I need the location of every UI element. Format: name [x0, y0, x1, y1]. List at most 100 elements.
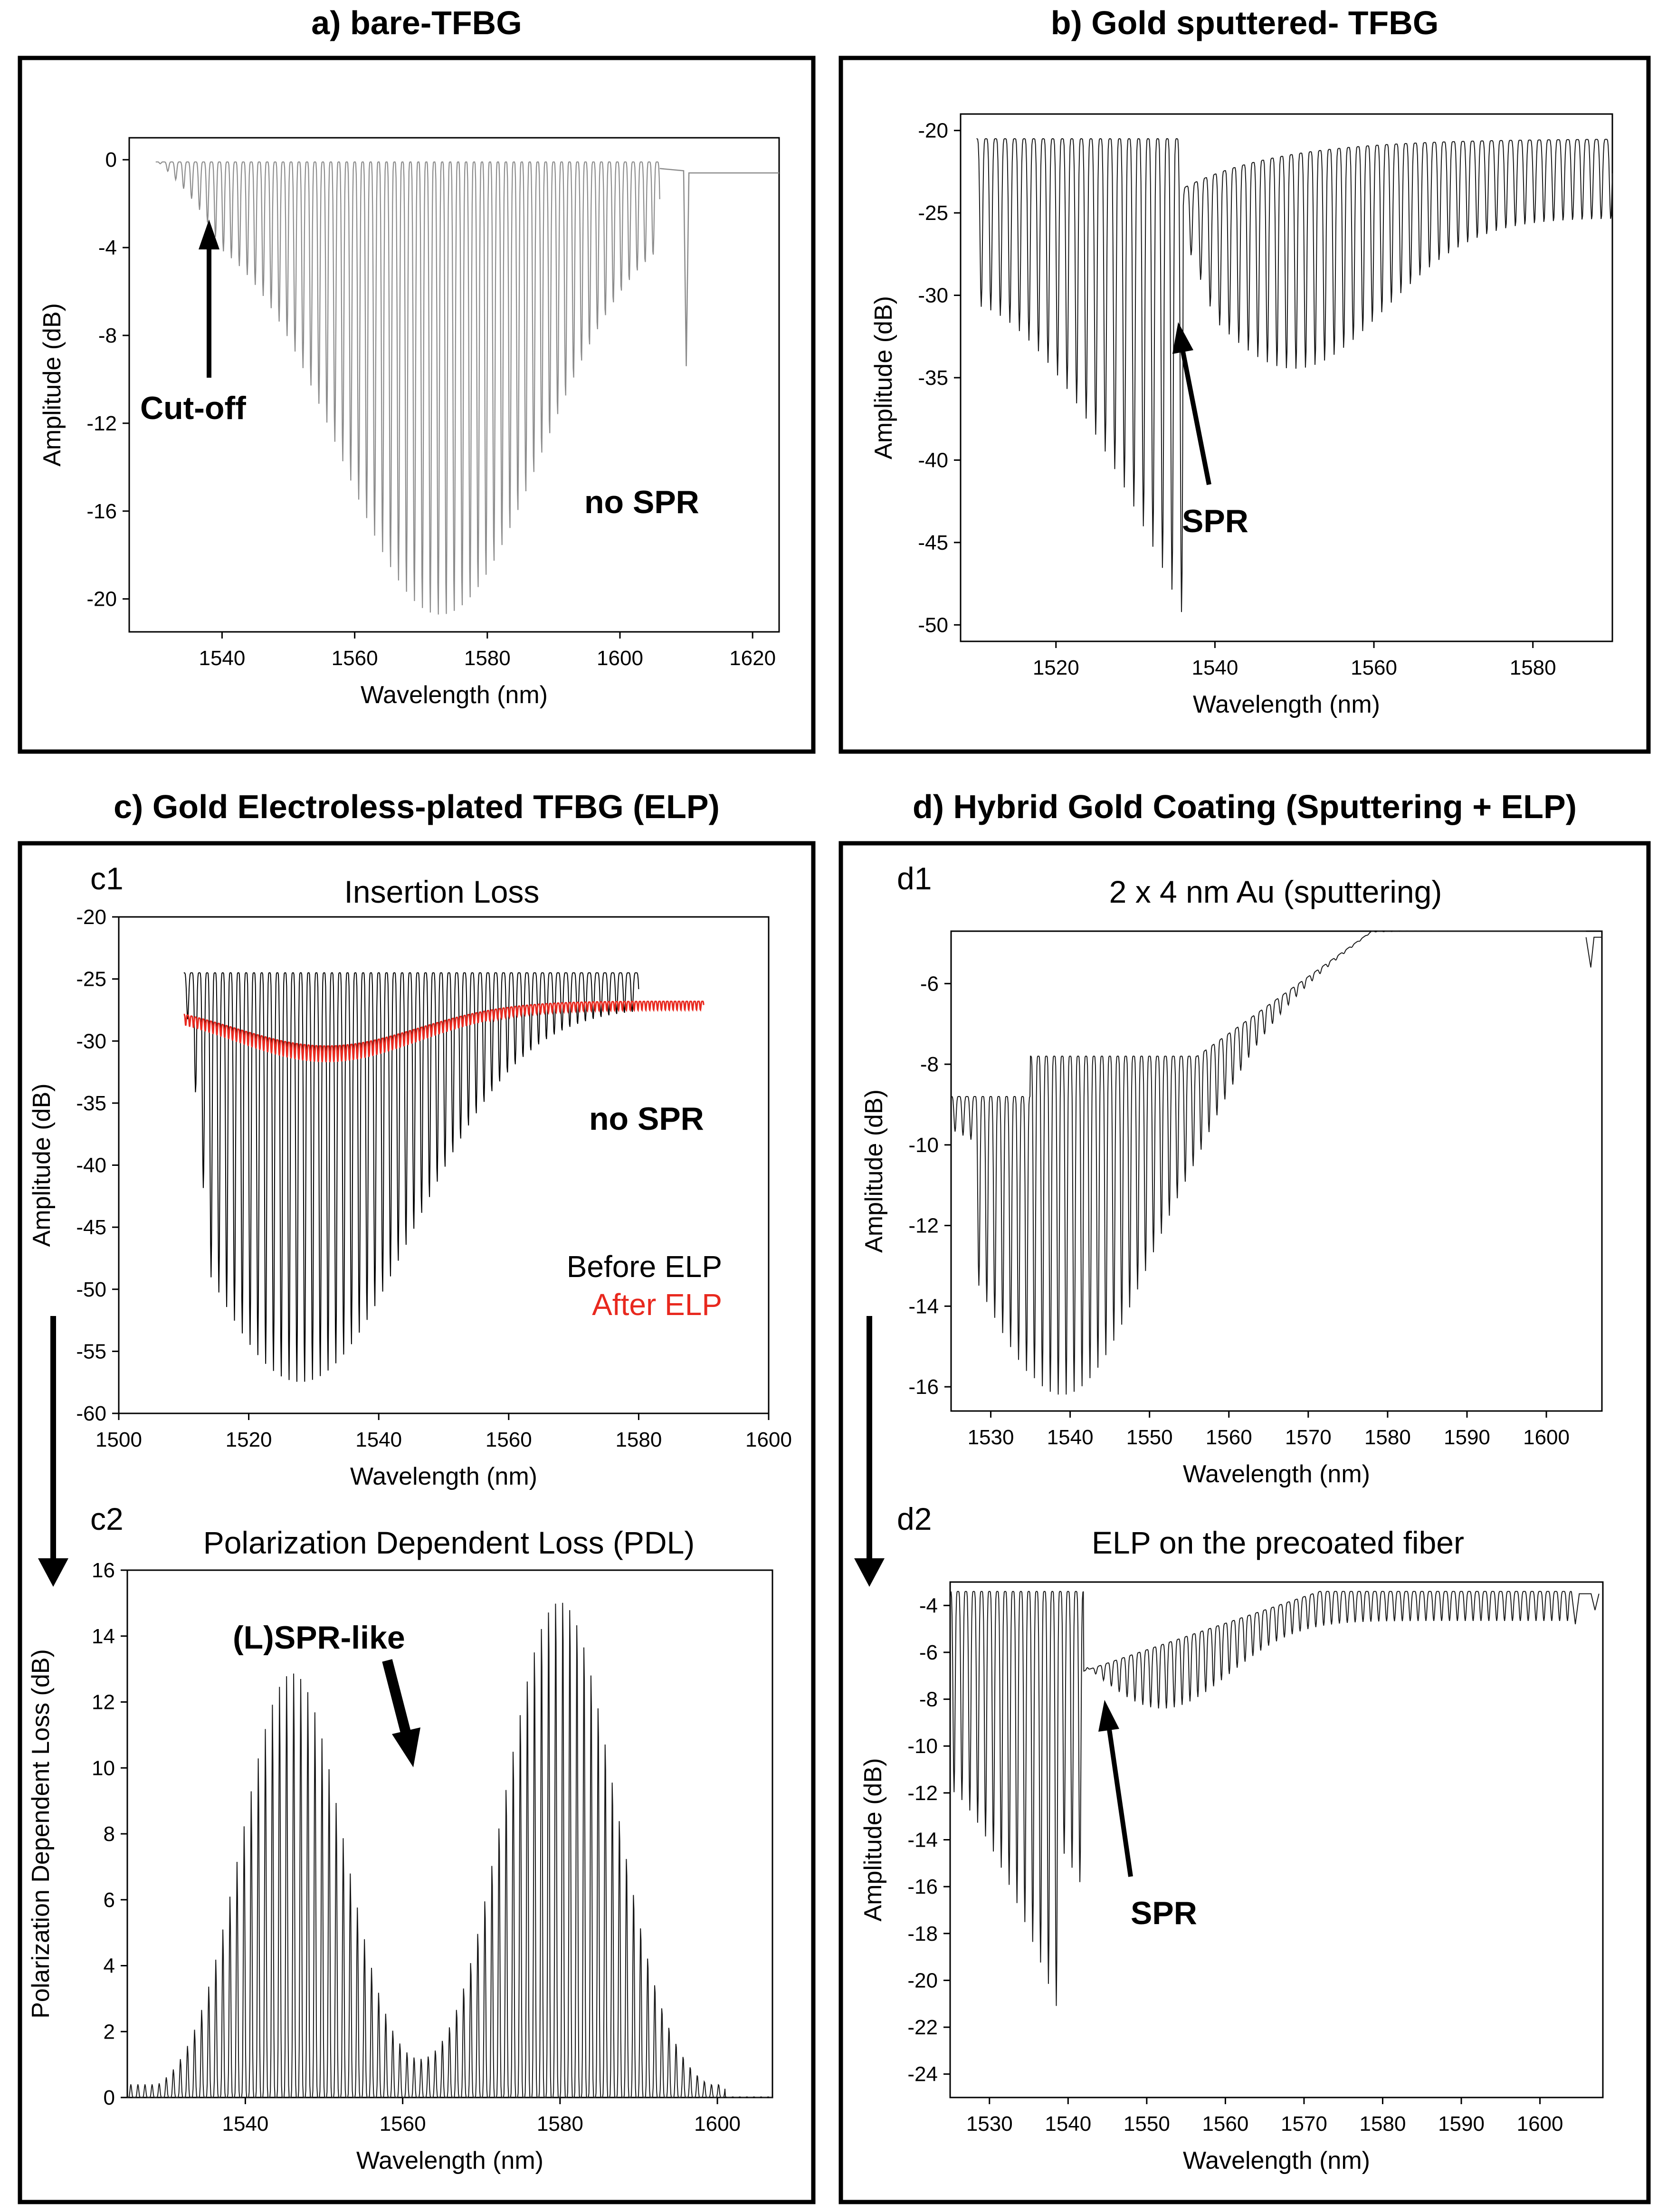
lspr-arrow-c2: [382, 1659, 420, 1767]
chart-d2-ylabel: Amplitude (dB): [859, 1758, 887, 1922]
chart-d2-ytick-label: -14: [907, 1829, 938, 1852]
chart-b-xtick-label: 1580: [1510, 656, 1556, 679]
chart-a-ytick-label: -8: [98, 324, 117, 347]
legend-before-elp: Before ELP: [567, 1249, 722, 1284]
chart-b-ytick-label: -35: [918, 366, 948, 390]
chart-d1-frame: [950, 930, 1603, 1412]
chart-a-frame: [128, 137, 780, 633]
panel-d-title: d) Hybrid Gold Coating (Sputtering + ELP…: [913, 788, 1577, 825]
chart-c1-xtick-label: 1500: [95, 1428, 142, 1451]
chart-d2-xtick-label: 1540: [1045, 2112, 1091, 2136]
legend-after-elp: After ELP: [592, 1287, 722, 1322]
chart-d2-ytick-label: -8: [919, 1688, 938, 1711]
chart-d1-xtick-label: 1560: [1206, 1426, 1252, 1449]
chart-c2-xtick-label: 1600: [694, 2112, 741, 2136]
panel-a-frame: [18, 56, 816, 754]
chart-c1-xtick-label: 1540: [355, 1428, 402, 1451]
chart-b-ylabel: Amplitude (dB): [870, 296, 897, 459]
chart-d2-xtick-label: 1570: [1281, 2112, 1327, 2136]
chart-d2-frame: [949, 1581, 1604, 2098]
chart-c1-xtick-label: 1520: [226, 1428, 272, 1451]
chart-d2-ytick-label: -18: [907, 1922, 938, 1945]
chart-a-xtick-label: 1600: [597, 647, 643, 670]
panel-c-title: c) Gold Electroless-plated TFBG (ELP): [114, 788, 720, 825]
spr-label-b: SPR: [1182, 503, 1248, 539]
chart-d1-ytick-label: -8: [920, 1053, 939, 1076]
d1-label: d1: [897, 861, 932, 896]
chart-d1-ytick-label: -12: [908, 1214, 939, 1238]
chart-c1-ytick-label: -40: [76, 1154, 106, 1177]
chart-d2-xtick-label: 1580: [1360, 2112, 1406, 2136]
chart-c2-xlabel: Wavelength (nm): [356, 2147, 543, 2174]
chart-c2-pdl-line: [127, 1602, 772, 2098]
chart-d1-spectrum-line: [951, 931, 1586, 1395]
chart-d2-plot: 1530 1540 1550 1560 1570 1580 1590 1600 -4 -6 -8 -1…: [859, 1581, 1604, 2174]
chart-d2-xtick-label: 1530: [966, 2112, 1013, 2136]
chart-b-xtick-label: 1520: [1033, 656, 1079, 679]
panel-a-title: a) bare-TFBG: [311, 4, 522, 41]
chart-c2-xtick-label: 1560: [380, 2112, 426, 2136]
chart-d1-xtick-label: 1580: [1364, 1426, 1411, 1449]
spr-label-d2: SPR: [1131, 1895, 1197, 1931]
chart-d2-ytick-label: -22: [907, 2016, 938, 2039]
chart-d2-ytick-label: -4: [919, 1594, 938, 1617]
chart-b-xtick-label: 1560: [1351, 656, 1397, 679]
chart-b-ytick-label: -25: [918, 201, 948, 225]
chart-c1-ytick-label: -30: [76, 1030, 106, 1053]
chart-a-ylabel: Amplitude (dB): [38, 303, 66, 467]
c1-title: Insertion Loss: [344, 874, 540, 909]
chart-d1-xlabel: Wavelength (nm): [1183, 1460, 1370, 1488]
chart-a-spectrum-line: [155, 161, 660, 615]
c1-label: c1: [90, 861, 124, 896]
chart-a-xtick-label: 1560: [332, 647, 378, 670]
chart-a-ytick-label: -12: [86, 412, 117, 435]
chart-c1-before-elp-line: [183, 972, 639, 1382]
chart-d1-ytick-label: -10: [908, 1134, 939, 1157]
chart-a-xtick-label: 1540: [199, 647, 245, 670]
chart-d2-ytick-label: -20: [907, 1969, 938, 1992]
d2-title: ELP on the precoated fiber: [1092, 1525, 1464, 1560]
chart-b-ytick-label: -30: [918, 284, 948, 307]
chart-d2-ytick-label: -24: [907, 2063, 938, 2086]
chart-a-plot: 1540 1560 1580 1600 1620 0 -4 -8 -12 -16 -20 Wavele…: [38, 137, 780, 709]
chart-a-xtick-label: 1580: [464, 647, 511, 670]
panel-b-title: b) Gold sputtered- TFBG: [1051, 4, 1439, 41]
chart-c2-ytick-label: 8: [104, 1822, 115, 1846]
lspr-label-c2: (L)SPR-like: [233, 1620, 405, 1656]
chart-d1-bragg-dip: [1585, 936, 1602, 968]
chart-c1-ytick-label: -20: [76, 906, 106, 929]
chart-c1-ylabel: Amplitude (dB): [28, 1084, 56, 1247]
chart-a-ytick-label: -4: [98, 236, 117, 259]
chart-c1-xtick-label: 1560: [486, 1428, 532, 1451]
chart-b-xtick-label: 1540: [1191, 656, 1238, 679]
chart-c1-ytick-label: -45: [76, 1216, 106, 1239]
panel-d-frame: [838, 841, 1651, 2204]
no-spr-label-c1: no SPR: [589, 1101, 704, 1137]
chart-c2-xtick-label: 1540: [222, 2112, 268, 2136]
chart-c1-xlabel: Wavelength (nm): [350, 1463, 537, 1490]
chart-a-xlabel: Wavelength (nm): [361, 681, 548, 709]
chart-b-spectrum-line: [976, 138, 1613, 612]
chart-d1-ylabel: Amplitude (dB): [860, 1089, 888, 1253]
panel-c-frame: [18, 841, 816, 2204]
chart-d2-ytick-label: -12: [907, 1782, 938, 1805]
chart-b-plot: 1520 1540 1560 1580 -20 -25 -30 -35 -40 -45 -50 Wav…: [870, 113, 1613, 718]
chart-d1-xtick-label: 1550: [1126, 1426, 1173, 1449]
chart-c1-ytick-label: -55: [76, 1340, 106, 1363]
chart-d2-xtick-label: 1560: [1202, 2112, 1248, 2136]
d2-label: d2: [897, 1501, 932, 1536]
chart-c2-ytick-label: 6: [104, 1888, 115, 1912]
spr-arrow-b: [1172, 322, 1211, 485]
chart-d2-ytick-label: -16: [907, 1875, 938, 1898]
chart-d2-xtick-label: 1550: [1124, 2112, 1170, 2136]
no-spr-label-a: no SPR: [584, 484, 699, 520]
c-down-arrow: [38, 1316, 68, 1587]
d1-title: 2 x 4 nm Au (sputtering): [1109, 874, 1442, 909]
chart-d1-xtick-label: 1540: [1047, 1426, 1094, 1449]
cutoff-arrow: [199, 219, 219, 378]
d-down-arrow: [854, 1316, 885, 1587]
chart-d2-bragg-dip: [1571, 1591, 1600, 1624]
chart-a-ytick-label: -20: [86, 588, 117, 611]
chart-b-ytick-label: -40: [918, 448, 948, 472]
